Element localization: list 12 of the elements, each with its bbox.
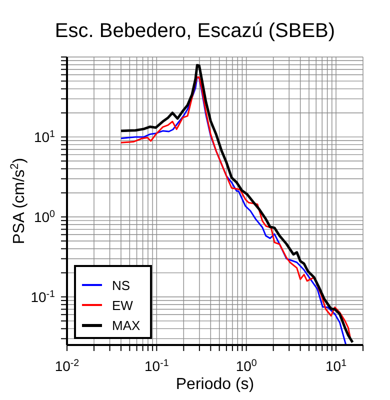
x-axis-title: Periodo (s) — [176, 376, 254, 393]
y-tick-label: 10$^{-1}$ — [30, 288, 55, 305]
x-tick-label: 10$^{-1}$ — [144, 358, 169, 374]
x-tick-label: 10$^{0}$ — [236, 358, 258, 374]
chart-title: Esc. Bebedero, Escazú (SBEB) — [54, 20, 336, 42]
x-tick-label: 10$^{-2}$ — [54, 358, 80, 374]
legend-label: NS — [112, 278, 130, 292]
x-tick-label: 10$^{1}$ — [325, 358, 347, 374]
y-tick-label: 10$^{1}$ — [34, 128, 55, 145]
legend-label: MAX — [112, 318, 140, 332]
legend-label: EW — [112, 298, 133, 312]
y-tick-label: 10$^{0}$ — [34, 208, 56, 225]
